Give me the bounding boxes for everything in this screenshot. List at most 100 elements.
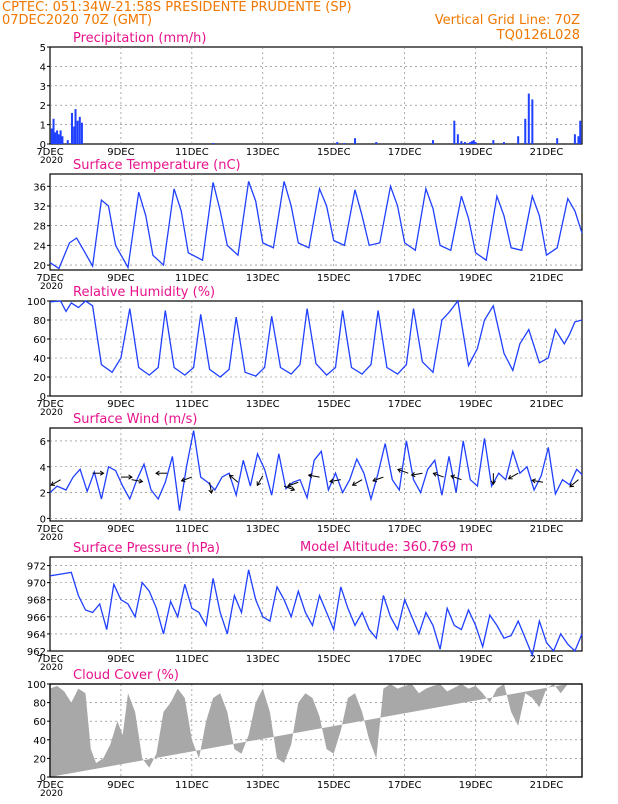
precip-bar — [556, 138, 559, 144]
x-year-label: 2020 — [40, 789, 63, 799]
x-tick-label: 17DEC — [388, 147, 422, 158]
wind-vector-arrowhead — [329, 478, 334, 484]
x-tick-label: 15DEC — [317, 780, 351, 791]
precip-bar — [336, 142, 339, 144]
panel-title: Precipitation (mm/h) — [73, 31, 206, 46]
y-tick-label: 2 — [40, 101, 46, 112]
y-tick-label: 6 — [40, 437, 46, 448]
precip-bar — [531, 99, 534, 144]
x-tick-label: 15DEC — [317, 273, 351, 284]
y-tick-label: 32 — [33, 202, 46, 213]
precip-bar — [54, 132, 57, 144]
plot-frame — [49, 46, 583, 145]
x-tick-label: 11DEC — [175, 654, 209, 665]
wind-vector-arrowhead — [180, 477, 186, 483]
y-tick-label: 28 — [33, 222, 46, 233]
wind-vector-arrow — [532, 479, 544, 483]
y-tick-label: 966 — [27, 613, 46, 624]
x-tick-label: 13DEC — [246, 147, 280, 158]
wind-vector-arrowhead — [569, 482, 575, 488]
precip-bar — [78, 116, 81, 144]
precip-bar — [354, 138, 357, 144]
y-tick-label: 60 — [33, 335, 46, 346]
precip-bar — [343, 143, 346, 144]
y-tick-label: 100 — [27, 680, 46, 691]
x-tick-label: 11DEC — [175, 524, 209, 535]
plot-frame — [49, 556, 583, 652]
y-tick-label: 20 — [33, 373, 46, 384]
wind-vector-arrowhead — [290, 486, 296, 492]
x-tick-label: 7DEC — [36, 780, 63, 791]
wind-vector-arrowhead — [450, 474, 456, 480]
x-tick-label: 21DEC — [530, 147, 564, 158]
y-tick-label: 1 — [40, 121, 46, 132]
x-tick-label: 19DEC — [459, 147, 493, 158]
wind-vector-arrowhead — [228, 474, 234, 480]
wind-vector-arrowhead — [490, 480, 496, 486]
wind-vector-arrow — [50, 479, 61, 486]
x-tick-label: 21DEC — [530, 654, 564, 665]
panel-pres: 7DEC 9DEC 11DEC 13DEC 15DEC 17DEC 19DEC 21DEC 20… — [27, 541, 583, 673]
y-tick-label: 970 — [27, 579, 46, 590]
x-tick-label: 13DEC — [246, 273, 280, 284]
x-tick-label: 17DEC — [388, 273, 422, 284]
x-tick-label: 11DEC — [175, 147, 209, 158]
panel-cloud: 7DEC 9DEC 11DEC 13DEC 15DEC 17DEC 19DEC 21DEC 20… — [27, 668, 583, 799]
precip-bar — [467, 143, 470, 144]
precip-bar — [212, 143, 215, 144]
x-tick-label: 21DEC — [530, 524, 564, 535]
precip-bar — [471, 141, 474, 144]
y-tick-label: 40 — [33, 736, 46, 747]
x-tick-label: 7DEC — [36, 147, 63, 158]
precip-bar — [492, 140, 495, 144]
y-tick-label: 4 — [40, 62, 46, 73]
precip-bar — [472, 140, 475, 144]
panel-wind: 7DEC 9DEC 11DEC 13DEC 15DEC 17DEC 19DEC 21DEC20… — [36, 412, 583, 543]
precip-bar — [463, 142, 466, 144]
precip-bar — [456, 134, 459, 144]
x-tick-label: 7DEC — [36, 399, 63, 410]
panel-title: Surface Temperature (nC) — [73, 158, 241, 173]
wind-vector-arrowhead — [396, 468, 402, 473]
y-tick-label: 962 — [27, 647, 46, 658]
precip-bar — [56, 130, 59, 144]
x-tick-label: 19DEC — [459, 273, 493, 284]
precip-bar — [52, 118, 55, 144]
x-tick-label: 15DEC — [317, 399, 351, 410]
precip-bar — [57, 134, 60, 144]
x-tick-label: 7DEC — [36, 654, 63, 665]
x-tick-label: 9DEC — [107, 654, 134, 665]
precip-bar — [73, 126, 76, 144]
wind-vector-arrowhead — [155, 470, 160, 476]
x-year-label: 2020 — [40, 663, 63, 673]
wind-series-line — [49, 430, 583, 511]
precip-bar — [432, 140, 435, 144]
wind-vector-arrow — [329, 479, 341, 483]
precip-bar — [59, 130, 62, 144]
wind-vector-arrowhead — [256, 481, 262, 487]
chart-panels: 7DEC 9DEC 11DEC 13DEC 15DEC 17DEC 19DEC 21DEC20… — [27, 31, 583, 799]
wind-vector-arrowhead — [208, 489, 214, 495]
y-tick-label: 24 — [33, 241, 46, 252]
x-tick-label: 11DEC — [175, 273, 209, 284]
y-tick-label: 0 — [40, 514, 46, 525]
plot-frame-overlay — [49, 683, 583, 778]
wind-vector-arrowhead — [138, 478, 144, 484]
x-tick-label: 15DEC — [317, 654, 351, 665]
x-tick-label: 21DEC — [530, 399, 564, 410]
wind-vector-arrow — [256, 475, 264, 486]
wind-vector-arrow — [131, 479, 143, 483]
header-grid-line: Vertical Grid Line: 70Z — [435, 13, 580, 28]
y-tick-label: 60 — [33, 717, 46, 728]
y-tick-label: 0 — [40, 392, 46, 403]
y-tick-label: 2 — [40, 489, 46, 500]
y-tick-label: 80 — [33, 316, 46, 327]
wind-vector-arrowhead — [128, 474, 133, 480]
x-tick-label: 11DEC — [175, 780, 209, 791]
x-tick-label: 9DEC — [107, 780, 134, 791]
wind-vector-arrowhead — [50, 481, 56, 486]
precip-bar — [460, 141, 463, 144]
y-tick-label: 100 — [27, 297, 46, 308]
